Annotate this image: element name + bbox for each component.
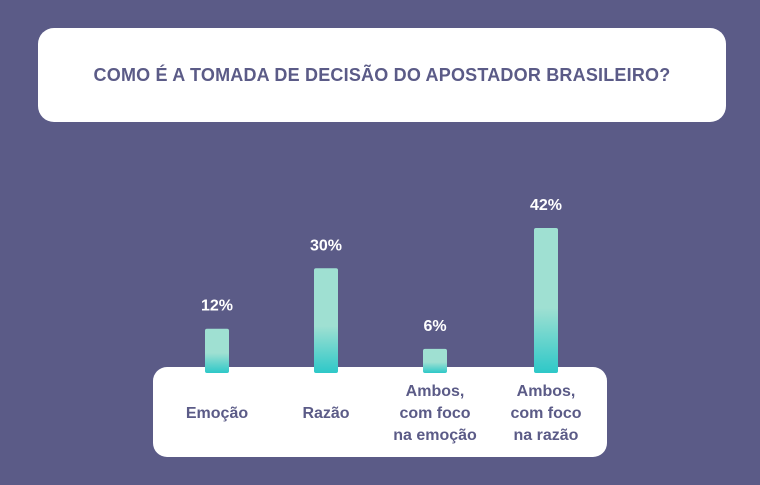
bar-value-label-2: 6%: [423, 318, 446, 335]
category-label-card: [153, 367, 607, 457]
bar-3: [534, 228, 558, 373]
bar-value-label-0: 12%: [201, 298, 233, 315]
bar-value-label-3: 42%: [530, 197, 562, 214]
category-label-3: Ambos, com foco na razão: [510, 383, 581, 444]
category-label-0: Emoção: [186, 405, 248, 422]
category-label-1: Razão: [302, 405, 349, 422]
category-label-2: Ambos, com foco na emoção: [393, 383, 477, 444]
bar-1: [314, 268, 338, 373]
bar-0: [205, 328, 229, 373]
chart-title: COMO É A TOMADA DE DECISÃO DO APOSTADOR …: [93, 64, 671, 85]
bar-value-label-1: 30%: [310, 237, 342, 254]
title-card: COMO É A TOMADA DE DECISÃO DO APOSTADOR …: [38, 28, 726, 122]
bar-2: [423, 348, 447, 373]
